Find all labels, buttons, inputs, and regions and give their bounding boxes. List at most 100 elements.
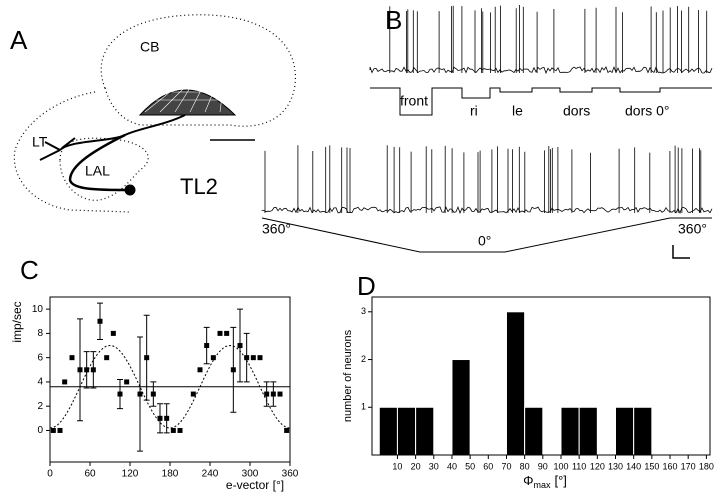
x-tick-label: 30 xyxy=(429,461,439,471)
panel-label: A xyxy=(10,25,28,55)
data-point xyxy=(124,379,130,385)
x-tick-label: 60 xyxy=(483,461,493,471)
x-tick-label: 40 xyxy=(447,461,457,471)
y-tick-label: 0 xyxy=(37,425,43,436)
bar xyxy=(578,406,598,456)
data-point xyxy=(104,355,110,361)
angle-label: 0° xyxy=(478,233,491,249)
region-label: LT xyxy=(32,134,48,150)
y-tick-label: 6 xyxy=(37,352,43,363)
region-label: LAL xyxy=(85,163,110,179)
data-point xyxy=(224,330,230,336)
data-point xyxy=(117,391,123,397)
stimulus-label: front xyxy=(400,93,428,109)
angle-label: 360° xyxy=(262,221,291,237)
bar xyxy=(560,406,580,456)
region-label: CB xyxy=(140,39,159,55)
y-tick-label: 8 xyxy=(37,328,43,339)
x-tick-label: 180 xyxy=(162,469,179,480)
bar xyxy=(396,406,417,456)
bar xyxy=(633,406,653,456)
data-point xyxy=(177,427,183,433)
neuron-label: TL2 xyxy=(180,174,218,199)
data-point xyxy=(270,391,276,397)
data-point xyxy=(197,367,203,373)
plot-frame xyxy=(49,296,291,463)
y-tick-label: 1 xyxy=(361,402,366,412)
data-point xyxy=(144,355,150,361)
x-tick-label: 170 xyxy=(681,461,696,471)
data-point xyxy=(50,427,56,433)
x-tick-label: 240 xyxy=(202,469,219,480)
x-tick-label: 50 xyxy=(465,461,475,471)
noise xyxy=(369,65,713,75)
noise xyxy=(261,205,713,215)
scale-bar xyxy=(672,245,690,259)
y-tick-label: 2 xyxy=(361,354,366,364)
data-point xyxy=(69,355,75,361)
neuron-drawing xyxy=(39,79,255,196)
cb-outline xyxy=(100,14,296,127)
stimulus-label: ri xyxy=(470,103,478,119)
data-point xyxy=(230,367,236,373)
spikes xyxy=(264,145,702,213)
bar xyxy=(615,406,635,456)
lt-outline xyxy=(13,91,131,213)
stimulus-trace xyxy=(370,87,712,116)
x-label-unit: [°] xyxy=(554,473,566,488)
data-point xyxy=(264,391,270,397)
data-point xyxy=(210,355,216,361)
data-point xyxy=(217,330,223,336)
x-tick-label: 70 xyxy=(501,461,511,471)
x-tick-label: 120 xyxy=(590,461,605,471)
rotation-trace xyxy=(261,217,712,253)
data-point xyxy=(244,355,250,361)
lal-outline xyxy=(59,137,149,201)
y-axis-label: imp/sec xyxy=(10,301,24,342)
y-axis-label: number of neurons xyxy=(342,329,354,422)
data-point xyxy=(137,391,143,397)
data-point xyxy=(250,355,256,361)
y-tick-label: 10 xyxy=(32,304,44,315)
x-tick-label: 110 xyxy=(572,461,586,471)
spikes xyxy=(389,5,708,73)
data-point xyxy=(190,391,196,397)
angle-label: 360° xyxy=(678,221,707,237)
bar xyxy=(451,359,471,456)
data-point xyxy=(97,318,103,324)
data-point xyxy=(237,343,243,349)
data-point xyxy=(284,427,290,433)
data-point xyxy=(84,367,90,373)
x-tick-label: 0 xyxy=(47,469,53,480)
panel-label: C xyxy=(20,255,39,285)
data-point xyxy=(150,391,156,397)
x-tick-label: 120 xyxy=(122,469,139,480)
data-point xyxy=(204,343,210,349)
x-label-subscript: max xyxy=(533,480,551,490)
x-tick-label: 300 xyxy=(242,469,259,480)
x-tick-label: 140 xyxy=(626,461,641,471)
data-point xyxy=(62,379,68,385)
data-point xyxy=(57,427,63,433)
data-point xyxy=(90,367,96,373)
bar xyxy=(415,406,435,456)
bar xyxy=(378,406,398,456)
y-tick-label: 3 xyxy=(361,306,366,316)
x-tick-label: 60 xyxy=(84,469,96,480)
x-label-symbol: Φ xyxy=(523,473,533,488)
y-tick-label: 4 xyxy=(37,377,43,388)
data-point xyxy=(157,415,163,421)
x-tick-label: 180 xyxy=(699,461,714,471)
x-axis-label: Φmax [°] xyxy=(523,473,567,490)
x-tick-label: 80 xyxy=(520,461,530,471)
x-tick-label: 130 xyxy=(608,461,623,471)
stimulus-label: dors 0° xyxy=(625,103,670,119)
data-point xyxy=(170,427,176,433)
x-tick-label: 150 xyxy=(644,461,659,471)
x-tick-label: 160 xyxy=(663,461,678,471)
stimulus-label: dors xyxy=(563,103,590,119)
bar xyxy=(505,311,526,456)
y-tick-label: 2 xyxy=(37,401,43,412)
x-tick-label: 90 xyxy=(538,461,548,471)
